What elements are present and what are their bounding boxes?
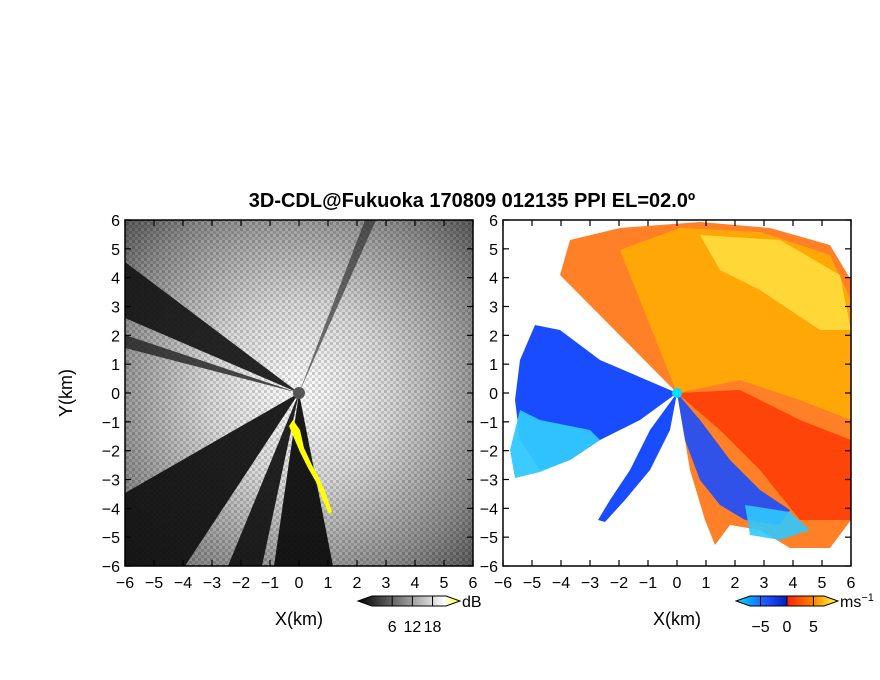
y-tick-label: 4: [111, 271, 120, 288]
reflectivity-colorbar: 6 12 18 dB: [356, 594, 482, 636]
y-tick-label: 3: [489, 300, 498, 317]
x-tick-label: −3: [203, 575, 221, 592]
colorbar-tick-label: 0: [783, 619, 792, 636]
y-tick-label: 3: [111, 300, 120, 317]
x-tick-label: 6: [847, 575, 856, 592]
right-axis-ticks: −6 −5 −4 −3 −2 −1 0 1 2 3 4 5 6 6 5 4 3 2 1 0 −1 −2 −3 −4 −5 −6: [480, 213, 856, 592]
x-tick-label: −1: [261, 575, 279, 592]
x-tick-label: 3: [382, 575, 391, 592]
colorbar-tick-label: 5: [809, 619, 818, 636]
approaching-region: [677, 393, 790, 525]
y-tick-label: 1: [111, 357, 120, 374]
approaching-region: [510, 410, 600, 478]
y-tick-label: 2: [489, 328, 498, 345]
velocity-image: [503, 220, 851, 566]
left-axis-ticks: −6 −5 −4 −3 −2 −1 0 1 2 3 4 5 6 6 5 4 3 2 1 0 −1 −2 −3 −4 −5 −6: [102, 213, 478, 592]
approaching-region: [745, 505, 810, 540]
y-tick-label: 5: [489, 242, 498, 259]
y-tick-label: 5: [111, 242, 120, 259]
velocity-colorbar: −5 0 5 ms−1: [734, 592, 874, 636]
y-tick-label: −2: [102, 444, 120, 461]
colorbar-bar: [356, 595, 462, 607]
strong-echo: [289, 420, 332, 514]
colorbar-tick-label: 12: [403, 619, 421, 636]
left-xlabel: X(km): [275, 609, 323, 629]
x-tick-label: 6: [469, 575, 478, 592]
y-tick-label: −5: [102, 530, 120, 547]
x-tick-label: −3: [581, 575, 599, 592]
x-tick-label: −1: [639, 575, 657, 592]
colorbar-tick-label: 6: [388, 619, 397, 636]
x-tick-label: 1: [324, 575, 333, 592]
right-panel: −6 −5 −4 −3 −2 −1 0 1 2 3 4 5 6 6 5 4 3 2 1 0 −1 −2 −3 −4 −5 −6 X…: [480, 213, 856, 629]
x-tick-label: 5: [818, 575, 827, 592]
y-tick-label: 6: [111, 213, 120, 230]
shadow-sector: [125, 262, 299, 393]
x-tick-label: −2: [610, 575, 628, 592]
receding-region: [677, 390, 851, 520]
x-tick-label: 0: [673, 575, 682, 592]
x-tick-label: 0: [295, 575, 304, 592]
colorbar-ticks: 6 12 18: [388, 596, 442, 636]
y-tick-label: 2: [111, 328, 120, 345]
x-tick-label: −5: [523, 575, 541, 592]
approaching-region: [598, 393, 677, 522]
y-tick-label: 4: [489, 271, 498, 288]
figure-title: 3D-CDL@Fukuoka 170809 012135 PPI EL=02.0…: [249, 190, 695, 212]
shadow-sector: [125, 335, 299, 393]
y-tick-label: 1: [489, 357, 498, 374]
shadow-sector: [228, 393, 299, 566]
y-tick-label: −5: [480, 530, 498, 547]
colorbar-unit: ms−1: [840, 592, 874, 611]
radar-site-marker: [293, 387, 305, 399]
x-tick-label: −4: [174, 575, 192, 592]
y-tick-label: −1: [480, 415, 498, 432]
y-tick-label: −3: [480, 473, 498, 490]
colorbar-unit-base: ms: [840, 594, 861, 611]
reflectivity-image: [125, 220, 473, 566]
x-tick-label: −6: [116, 575, 134, 592]
y-tick-label: −4: [102, 501, 120, 518]
x-tick-label: −5: [145, 575, 163, 592]
y-tick-label: −1: [102, 415, 120, 432]
y-tick-label: −4: [480, 501, 498, 518]
x-tick-label: 3: [760, 575, 769, 592]
shadow-sector: [274, 393, 333, 566]
y-tick-label: −2: [480, 444, 498, 461]
y-tick-label: 0: [489, 386, 498, 403]
radar-site-marker: [672, 388, 682, 398]
y-tick-label: −6: [480, 559, 498, 576]
colorbar-unit: dB: [462, 594, 482, 611]
y-tick-label: 0: [111, 386, 120, 403]
x-tick-label: 4: [789, 575, 798, 592]
x-tick-label: 4: [411, 575, 420, 592]
x-tick-label: 5: [440, 575, 449, 592]
right-xlabel: X(km): [653, 609, 701, 629]
y-tick-label: −6: [102, 559, 120, 576]
x-tick-label: −6: [494, 575, 512, 592]
shadow-sector: [299, 220, 376, 393]
x-tick-label: 2: [731, 575, 740, 592]
y-tick-label: 6: [489, 213, 498, 230]
colorbar-unit-exponent: −1: [861, 592, 874, 604]
left-panel: −6 −5 −4 −3 −2 −1 0 1 2 3 4 5 6 6 5 4 3 2 1 0 −1 −2 −3 −4 −5 −6 X…: [56, 213, 478, 629]
left-ylabel: Y(km): [56, 369, 76, 417]
colorbar-tick-label: 18: [424, 619, 442, 636]
x-tick-label: 2: [353, 575, 362, 592]
y-tick-label: −3: [102, 473, 120, 490]
x-tick-label: −2: [232, 575, 250, 592]
x-tick-label: 1: [702, 575, 711, 592]
x-tick-label: −4: [552, 575, 570, 592]
colorbar-ticks: −5 0 5: [751, 596, 818, 636]
colorbar-tick-label: −5: [751, 619, 769, 636]
shadow-sector: [125, 393, 299, 566]
receding-region: [700, 235, 851, 330]
